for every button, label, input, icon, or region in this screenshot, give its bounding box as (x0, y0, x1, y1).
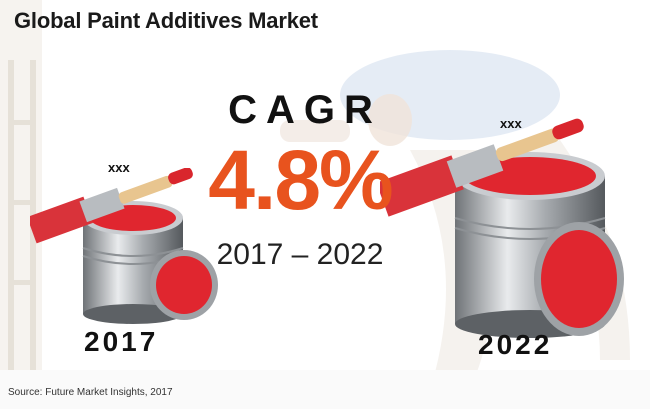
cagr-value: 4.8% (208, 133, 393, 227)
source-note: Source: Future Market Insights, 2017 (8, 387, 173, 398)
paint-lid-icon (150, 250, 218, 320)
data-label-2017: xxx (108, 160, 130, 175)
data-label-2022: xxx (500, 116, 522, 131)
cagr-label: CAGR (228, 88, 382, 132)
category-label-2017: 2017 (84, 326, 159, 357)
paint-lid-icon (534, 222, 624, 336)
page-title: Global Paint Additives Market (14, 8, 318, 33)
cagr-period: 2017 – 2022 (216, 238, 384, 271)
paint-brush-icon (30, 168, 193, 244)
paint-brush-icon (380, 118, 584, 217)
category-label-2022: 2022 (478, 329, 553, 360)
